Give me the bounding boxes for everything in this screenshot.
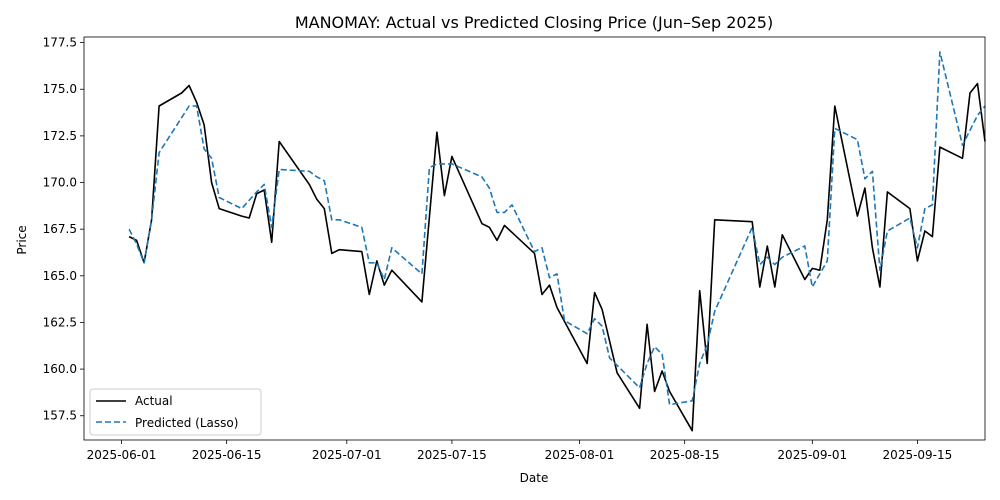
series-line-actual [128,82,986,432]
y-axis-title: Price [15,225,29,254]
chart-title: MANOMAY: Actual vs Predicted Closing Pri… [295,13,773,32]
x-tick-label: 2025-09-15 [883,448,953,462]
x-axis-title: Date [520,471,549,485]
y-tick-label: 162.5 [43,315,77,329]
x-tick-label: 2025-07-15 [417,448,487,462]
x-tick-label: 2025-06-15 [192,448,262,462]
x-tick-label: 2025-06-01 [87,448,157,462]
plot-frame [83,36,986,441]
legend: Actual Predicted (Lasso) [89,388,262,436]
legend-label-actual: Actual [135,394,173,408]
x-tick-label: 2025-08-01 [545,448,615,462]
x-axis: 2025-06-01 2025-06-15 2025-07-01 2025-07-15… [87,440,953,462]
y-axis: 157.5 160.0 162.5 165.0 167.5 170.0 172.5 175.0… [43,36,84,423]
y-tick-label: 167.5 [43,222,77,236]
y-tick-label: 170.0 [43,176,77,190]
series-line-predicted [128,51,986,406]
y-tick-label: 165.0 [43,269,77,283]
plot-area [128,51,986,432]
y-tick-label: 157.5 [43,409,77,423]
legend-label-predicted: Predicted (Lasso) [135,416,238,430]
y-tick-label: 160.0 [43,362,77,376]
y-tick-label: 172.5 [43,129,77,143]
legend-box [89,388,262,436]
x-tick-label: 2025-07-01 [312,448,382,462]
x-tick-label: 2025-09-01 [777,448,847,462]
x-tick-label: 2025-08-15 [650,448,720,462]
y-tick-label: 175.0 [43,82,77,96]
y-tick-label: 177.5 [43,36,77,50]
